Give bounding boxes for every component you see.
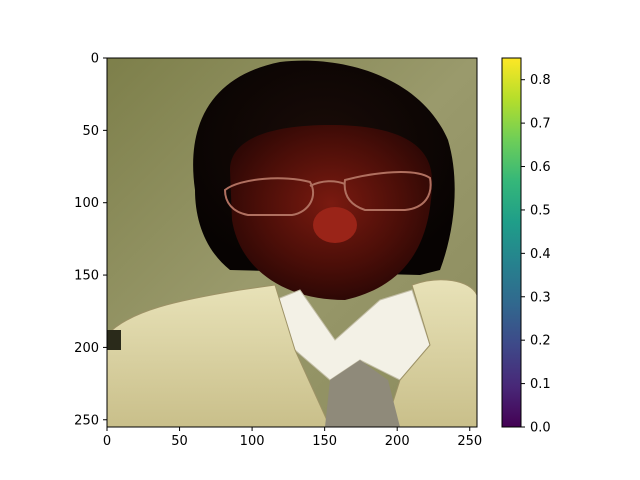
- colorbar-tick-label: 0.2: [530, 334, 551, 349]
- y-tick-label: 250: [74, 413, 99, 428]
- colorbar-tick-label: 0.6: [530, 160, 551, 175]
- y-tick-label: 200: [74, 341, 99, 356]
- colorbar-tick-label: 0.8: [530, 73, 551, 88]
- y-tick-label: 100: [74, 196, 99, 211]
- axes-frame: [106, 57, 478, 428]
- image-left-dark-strip: [107, 330, 121, 350]
- y-tick-label: 50: [82, 124, 99, 139]
- x-tick-label: 250: [457, 434, 482, 449]
- y-axis: 0 50 100 150 200 250: [74, 52, 107, 428]
- image-nose: [313, 207, 357, 243]
- image-sweater: [325, 360, 400, 427]
- colorbar-tick-label: 0.1: [530, 377, 551, 392]
- colorbar-tick-label: 0.3: [530, 290, 551, 305]
- x-tick-label: 150: [312, 434, 337, 449]
- x-tick-label: 50: [171, 434, 188, 449]
- y-tick-label: 150: [74, 269, 99, 284]
- colorbar-tick-label: 0.4: [530, 247, 551, 262]
- image-glasses: [223, 171, 432, 216]
- colorbar-axis: 0.0 0.1 0.2 0.3 0.4 0.5 0.6 0.7 0.8: [521, 73, 551, 436]
- image-jacket-left: [107, 284, 331, 427]
- colorbar: [501, 57, 522, 428]
- y-tick-label: 0: [91, 52, 99, 67]
- colorbar-tick-label: 0.0: [530, 421, 551, 436]
- x-axis: 0 50 100 150 200 250: [103, 427, 482, 449]
- colorbar-tick-label: 0.7: [530, 117, 551, 132]
- x-tick-label: 100: [240, 434, 265, 449]
- x-tick-label: 0: [103, 434, 111, 449]
- x-tick-label: 200: [385, 434, 410, 449]
- colorbar-tick-label: 0.5: [530, 203, 551, 218]
- image-plot: [107, 58, 477, 427]
